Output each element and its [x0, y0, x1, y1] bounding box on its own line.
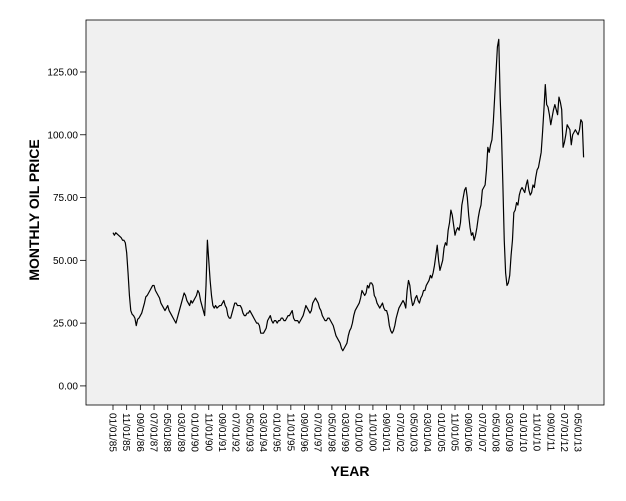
x-tick-label: 07/01/12 — [558, 413, 569, 452]
x-tick-label: 03/01/09 — [503, 413, 514, 452]
x-tick-label: 09/01/96 — [298, 413, 309, 452]
x-axis-label: YEAR — [331, 463, 370, 479]
x-tick-label: 11/01/00 — [366, 413, 377, 452]
x-tick-label: 05/01/88 — [161, 413, 172, 452]
x-tick-label: 05/01/98 — [325, 413, 336, 452]
x-tick-label: 07/01/92 — [230, 413, 241, 452]
y-tick-label: 75.00 — [53, 193, 78, 204]
x-tick-label: 09/01/01 — [380, 413, 391, 452]
x-tick-label: 09/01/91 — [216, 413, 227, 452]
x-tick-label: 05/01/03 — [407, 413, 418, 452]
x-tick-label: 07/01/87 — [148, 413, 159, 452]
x-tick-label: 11/01/85 — [120, 413, 131, 452]
x-tick-label: 05/01/93 — [243, 413, 254, 452]
y-tick-label: 125.00 — [47, 67, 78, 78]
x-tick-label: 09/01/06 — [462, 413, 473, 452]
x-tick-label: 07/01/97 — [312, 413, 323, 452]
x-tick-label: 11/01/90 — [202, 413, 213, 452]
x-tick-label: 05/01/13 — [572, 413, 583, 452]
x-tick-label: 05/01/08 — [490, 413, 501, 452]
x-tick-label: 11/01/05 — [449, 413, 460, 452]
x-tick-label: 01/01/00 — [353, 413, 364, 452]
x-tick-label: 11/01/95 — [284, 413, 295, 452]
x-tick-label: 03/01/94 — [257, 413, 268, 452]
x-tick-label: 01/01/85 — [107, 413, 118, 452]
x-tick-label: 03/01/89 — [175, 413, 186, 452]
y-tick-label: 100.00 — [47, 130, 78, 141]
x-tick-label: 09/01/11 — [544, 413, 555, 452]
y-tick-label: 50.00 — [53, 256, 78, 267]
price-line — [112, 38, 585, 352]
plot-area — [85, 19, 605, 406]
x-tick-label: 01/01/95 — [271, 413, 282, 452]
x-tick-label: 03/01/99 — [339, 413, 350, 452]
x-tick-label: 01/01/10 — [517, 413, 528, 452]
x-tick-label: 07/01/02 — [394, 413, 405, 452]
y-axis-label: MONTHLY OIL PRICE — [26, 139, 42, 280]
x-tick-label: 09/01/86 — [134, 413, 145, 452]
x-tick-label: 11/01/10 — [531, 413, 542, 452]
y-tick-label: 25.00 — [53, 319, 78, 330]
x-tick-label: 01/01/05 — [435, 413, 446, 452]
x-tick-label: 07/01/07 — [476, 413, 487, 452]
x-tick-label: 03/01/04 — [421, 413, 432, 452]
x-tick-label: 01/01/90 — [189, 413, 200, 452]
y-tick-label: 0.00 — [59, 381, 79, 392]
